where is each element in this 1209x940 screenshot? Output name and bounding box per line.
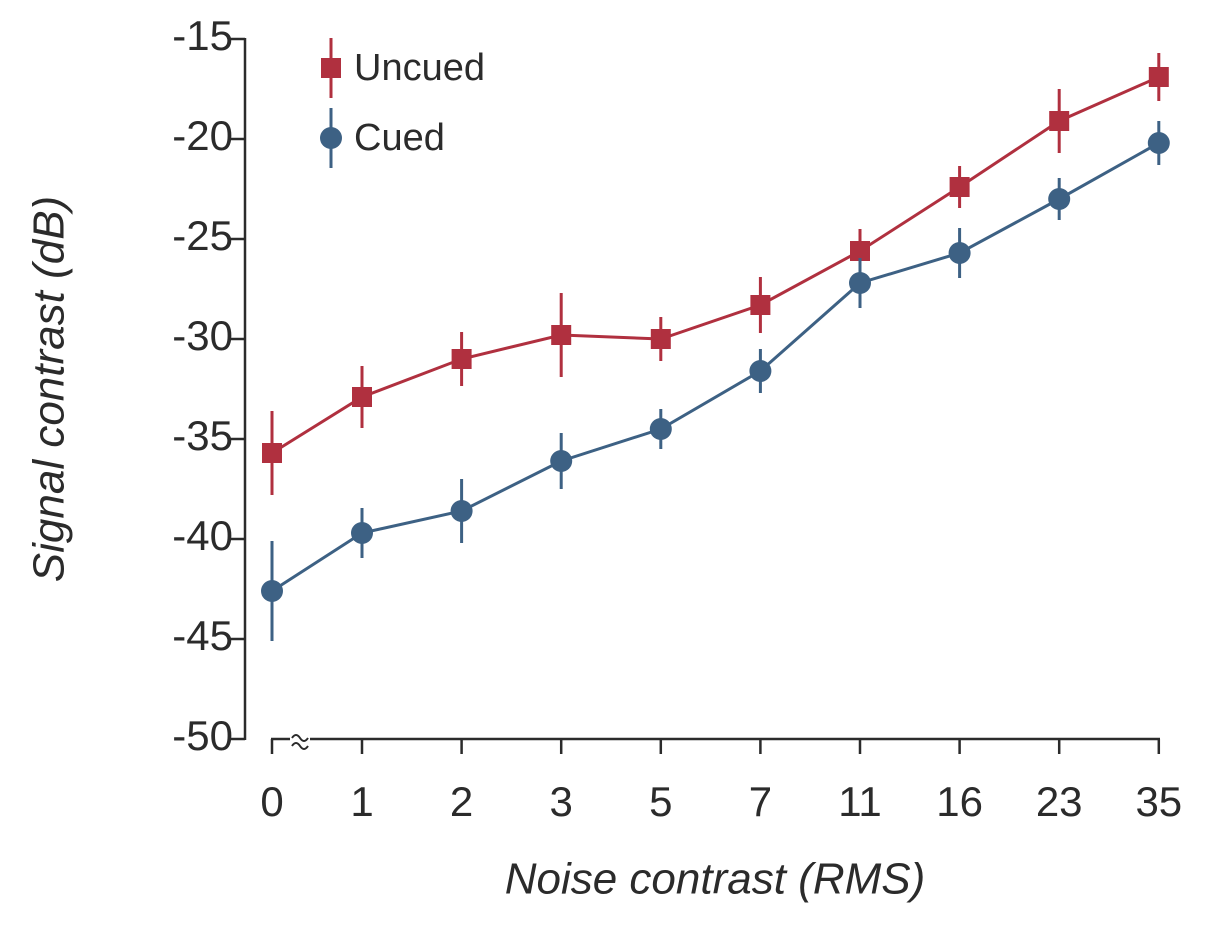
x-tick-label: 0 xyxy=(260,778,283,825)
series-line xyxy=(271,75,1160,455)
data-point xyxy=(352,387,372,407)
x-tick-label: 35 xyxy=(1135,778,1182,825)
y-tick-label: -25 xyxy=(172,212,233,259)
data-point xyxy=(850,241,870,261)
data-point xyxy=(351,522,373,544)
y-tick-label: -15 xyxy=(172,12,233,59)
data-point xyxy=(550,450,573,472)
y-tick-label: -40 xyxy=(172,512,233,559)
data-point xyxy=(551,325,572,345)
data-point xyxy=(649,418,672,440)
x-tick-label: 5 xyxy=(649,778,672,825)
data-point xyxy=(1049,111,1070,131)
data-point xyxy=(849,272,871,294)
x-tick-label: 7 xyxy=(749,778,772,825)
data-point xyxy=(261,580,283,602)
series-line xyxy=(271,141,1160,593)
data-point xyxy=(450,500,473,522)
x-tick-label: 16 xyxy=(936,778,983,825)
data-point xyxy=(262,443,282,463)
axis-break xyxy=(291,734,309,750)
legend-marker xyxy=(320,127,342,149)
legend-label: Uncued xyxy=(354,47,485,89)
data-point xyxy=(949,177,970,197)
data-point xyxy=(451,349,472,369)
x-axis-label: Noise contrast (RMS) xyxy=(505,855,926,904)
y-tick-label: -50 xyxy=(172,712,233,759)
data-point xyxy=(749,360,772,382)
x-tick-label: 23 xyxy=(1036,778,1083,825)
y-tick-label: -45 xyxy=(172,612,233,659)
y-axis-label: Signal contrast (dB) xyxy=(25,196,74,582)
legend-label: Cued xyxy=(354,117,445,159)
data-point xyxy=(1048,188,1071,210)
data-point xyxy=(1147,132,1170,154)
x-tick-label: 3 xyxy=(550,778,573,825)
legend-marker xyxy=(321,58,341,78)
data-point xyxy=(650,329,671,349)
y-tick-label: -30 xyxy=(172,312,233,359)
data-point xyxy=(948,242,971,264)
y-tick-label: -20 xyxy=(172,112,233,159)
x-tick-label: 1 xyxy=(350,778,373,825)
y-tick-label: -35 xyxy=(172,412,233,459)
x-tick-label: 11 xyxy=(838,778,882,825)
x-tick-label: 2 xyxy=(450,778,473,825)
data-point xyxy=(750,295,771,315)
data-point xyxy=(1148,67,1169,87)
